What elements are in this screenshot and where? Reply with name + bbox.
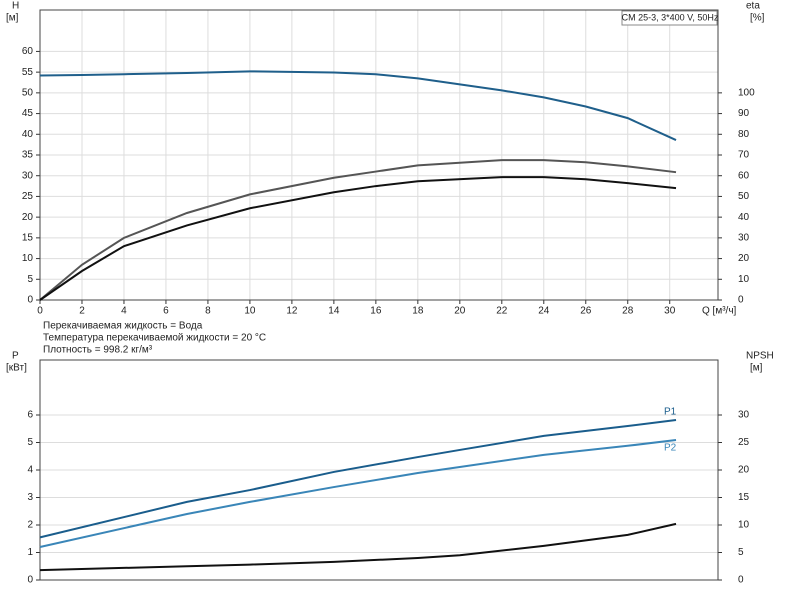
annotation: Температура перекачиваемой жидкости = 20…	[43, 333, 266, 344]
x-tick-label: 2	[79, 306, 85, 317]
y2-tick-label: 10	[738, 274, 750, 285]
series-line	[39, 176, 677, 301]
y-axis-label: H	[12, 1, 19, 12]
y2-tick-label: 90	[738, 108, 750, 119]
x-tick-label: 14	[328, 306, 340, 317]
series-line	[39, 418, 677, 539]
y2-tick-label: 80	[738, 129, 750, 140]
y2-axis-unit: [%]	[750, 13, 765, 24]
x-tick-label: 8	[205, 306, 211, 317]
series-label: P2	[664, 443, 677, 454]
series-line	[39, 522, 677, 572]
y2-tick-label: 5	[738, 547, 744, 558]
y2-tick-label: 70	[738, 150, 750, 161]
x-tick-label: 6	[163, 306, 169, 317]
y2-tick-label: 25	[738, 437, 750, 448]
series-line	[39, 159, 677, 301]
y2-tick-label: 10	[738, 520, 750, 531]
y-tick-label: 60	[22, 46, 34, 57]
y-tick-label: 0	[27, 295, 33, 306]
y-tick-label: 4	[27, 465, 33, 476]
annotation: Плотность = 998.2 кг/м³	[43, 345, 153, 356]
y-tick-label: 20	[22, 212, 34, 223]
title-box	[621, 10, 718, 26]
series-line	[39, 439, 677, 548]
y-tick-label: 35	[22, 150, 34, 161]
y2-tick-label: 15	[738, 492, 750, 503]
y-tick-label: 45	[22, 108, 34, 119]
y2-axis-label: NPSH	[746, 351, 774, 362]
y2-tick-label: 0	[738, 295, 744, 306]
y-tick-label: 5	[27, 274, 33, 285]
y-tick-label: 40	[22, 129, 34, 140]
x-tick-label: 24	[538, 306, 550, 317]
y-tick-label: 3	[27, 492, 33, 503]
plot-frame	[39, 359, 719, 581]
y-tick-label: 5	[27, 437, 33, 448]
annotation: Перекачиваемая жидкость = Вода	[43, 321, 203, 332]
y-axis-unit: [м]	[6, 13, 19, 24]
y-axis-label: P	[12, 351, 19, 362]
x-tick-label: 20	[454, 306, 466, 317]
x-tick-label: 16	[370, 306, 382, 317]
y2-tick-label: 20	[738, 465, 750, 476]
y2-tick-label: 100	[738, 87, 755, 98]
y-tick-label: 30	[22, 170, 34, 181]
series-line	[39, 70, 677, 141]
x-tick-label: 0	[37, 306, 43, 317]
chart-title: CM 25-3, 3*400 V, 50Hz	[622, 12, 719, 22]
x-tick-label: 18	[412, 306, 424, 317]
y2-tick-label: 30	[738, 410, 750, 421]
y-tick-label: 1	[27, 547, 33, 558]
x-tick-label: 26	[580, 306, 592, 317]
y-tick-label: 15	[22, 232, 34, 243]
y2-tick-label: 40	[738, 212, 750, 223]
y2-tick-label: 60	[738, 170, 750, 181]
x-axis-label: Q [м³/ч]	[702, 306, 737, 317]
x-tick-label: 4	[121, 306, 127, 317]
y2-axis-label: eta	[746, 1, 760, 12]
y-tick-label: 6	[27, 410, 33, 421]
y-tick-label: 0	[27, 575, 33, 586]
y2-tick-label: 50	[738, 191, 750, 202]
y-axis-unit: [кВт]	[6, 363, 27, 374]
x-tick-label: 22	[496, 306, 508, 317]
x-tick-label: 10	[244, 306, 256, 317]
y2-tick-label: 0	[738, 575, 744, 586]
series-label: P1	[664, 407, 677, 418]
y2-tick-label: 30	[738, 232, 750, 243]
y-tick-label: 25	[22, 191, 34, 202]
y2-tick-label: 20	[738, 253, 750, 264]
x-tick-label: 12	[286, 306, 298, 317]
x-tick-label: 30	[664, 306, 676, 317]
y-tick-label: 55	[22, 67, 34, 78]
y-tick-label: 50	[22, 87, 34, 98]
y2-axis-unit: [м]	[750, 363, 763, 374]
y-tick-label: 10	[22, 253, 34, 264]
y-tick-label: 2	[27, 520, 33, 531]
x-tick-label: 28	[622, 306, 634, 317]
plot-frame	[39, 9, 719, 301]
